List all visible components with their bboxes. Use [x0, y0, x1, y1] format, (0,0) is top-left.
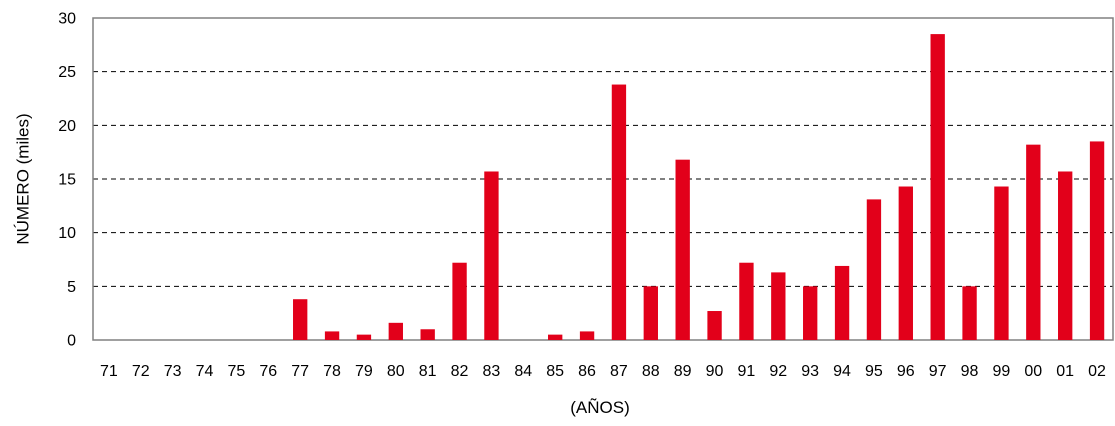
x-tick-label: 97	[929, 363, 947, 380]
x-axis-tick-labels: 71 72 73 74 75 76 77 78 79 80 81 82 83 84 85 86 87 88 89 90…	[100, 363, 1106, 380]
bar-99	[994, 186, 1009, 340]
bar-98	[962, 286, 977, 340]
bar-01	[1058, 171, 1073, 340]
bar-82	[452, 262, 467, 340]
x-tick-label: 01	[1056, 363, 1074, 380]
bar-93	[803, 286, 818, 340]
x-tick-label: 93	[801, 363, 819, 380]
x-tick-label: 90	[706, 363, 724, 380]
y-tick-label: 15	[58, 172, 76, 189]
x-tick-label: 89	[674, 363, 692, 380]
bar-95	[866, 199, 882, 340]
bar-02	[1089, 141, 1105, 340]
bar-87	[611, 84, 627, 341]
bar-90	[707, 311, 722, 340]
x-tick-label: 84	[514, 363, 532, 380]
bar-96	[898, 186, 913, 340]
plot-area-frame	[92, 17, 1114, 341]
y-tick-label: 25	[58, 64, 76, 81]
bars	[293, 34, 1105, 341]
x-tick-label: 81	[419, 363, 437, 380]
x-tick-label: 83	[483, 363, 501, 380]
x-tick-label: 85	[546, 363, 564, 380]
bar-78	[324, 331, 340, 340]
x-tick-label: 94	[833, 363, 851, 380]
x-tick-label: 96	[897, 363, 915, 380]
x-tick-label: 72	[132, 363, 150, 380]
bar-80	[388, 322, 403, 340]
bar-86	[579, 331, 595, 340]
bar-88	[643, 286, 658, 340]
y-tick-label: 20	[58, 118, 76, 135]
x-tick-label: 79	[355, 363, 373, 380]
x-tick-label: 74	[196, 363, 214, 380]
bar-00	[1026, 144, 1041, 340]
bar-91	[739, 262, 754, 340]
x-tick-label: 78	[323, 363, 341, 380]
x-tick-label: 86	[578, 363, 596, 380]
y-axis-tick-labels: 0 5 10 15 20 25 30	[58, 11, 76, 350]
y-tick-label: 30	[58, 11, 76, 28]
x-tick-label: 88	[642, 363, 660, 380]
y-tick-label: 0	[67, 333, 76, 350]
x-tick-label: 95	[865, 363, 883, 380]
bar-97	[930, 34, 945, 340]
bar-94	[834, 265, 850, 340]
bar-89	[675, 159, 690, 340]
bar-92	[771, 272, 786, 340]
x-tick-label: 00	[1024, 363, 1042, 380]
x-tick-label: 92	[769, 363, 787, 380]
y-tick-label: 10	[58, 225, 76, 242]
bar-79	[356, 334, 372, 340]
y-tick-label: 5	[67, 279, 76, 296]
bar-77	[293, 299, 308, 340]
x-tick-label: 75	[228, 363, 246, 380]
x-axis-title: (AÑOS)	[570, 398, 630, 417]
y-axis-title: NÚMERO (miles)	[13, 113, 32, 244]
bar-85	[548, 334, 563, 340]
x-tick-label: 77	[291, 363, 309, 380]
bar-83	[484, 171, 499, 340]
x-tick-label: 82	[451, 363, 469, 380]
x-tick-label: 76	[259, 363, 277, 380]
x-tick-label: 71	[100, 363, 118, 380]
x-tick-label: 02	[1088, 363, 1106, 380]
x-tick-label: 73	[164, 363, 182, 380]
bar-81	[420, 329, 435, 340]
grid-lines	[93, 71, 1113, 287]
x-tick-label: 98	[961, 363, 979, 380]
x-tick-label: 87	[610, 363, 628, 380]
x-tick-label: 80	[387, 363, 405, 380]
x-tick-label: 91	[738, 363, 756, 380]
x-tick-label: 99	[993, 363, 1011, 380]
